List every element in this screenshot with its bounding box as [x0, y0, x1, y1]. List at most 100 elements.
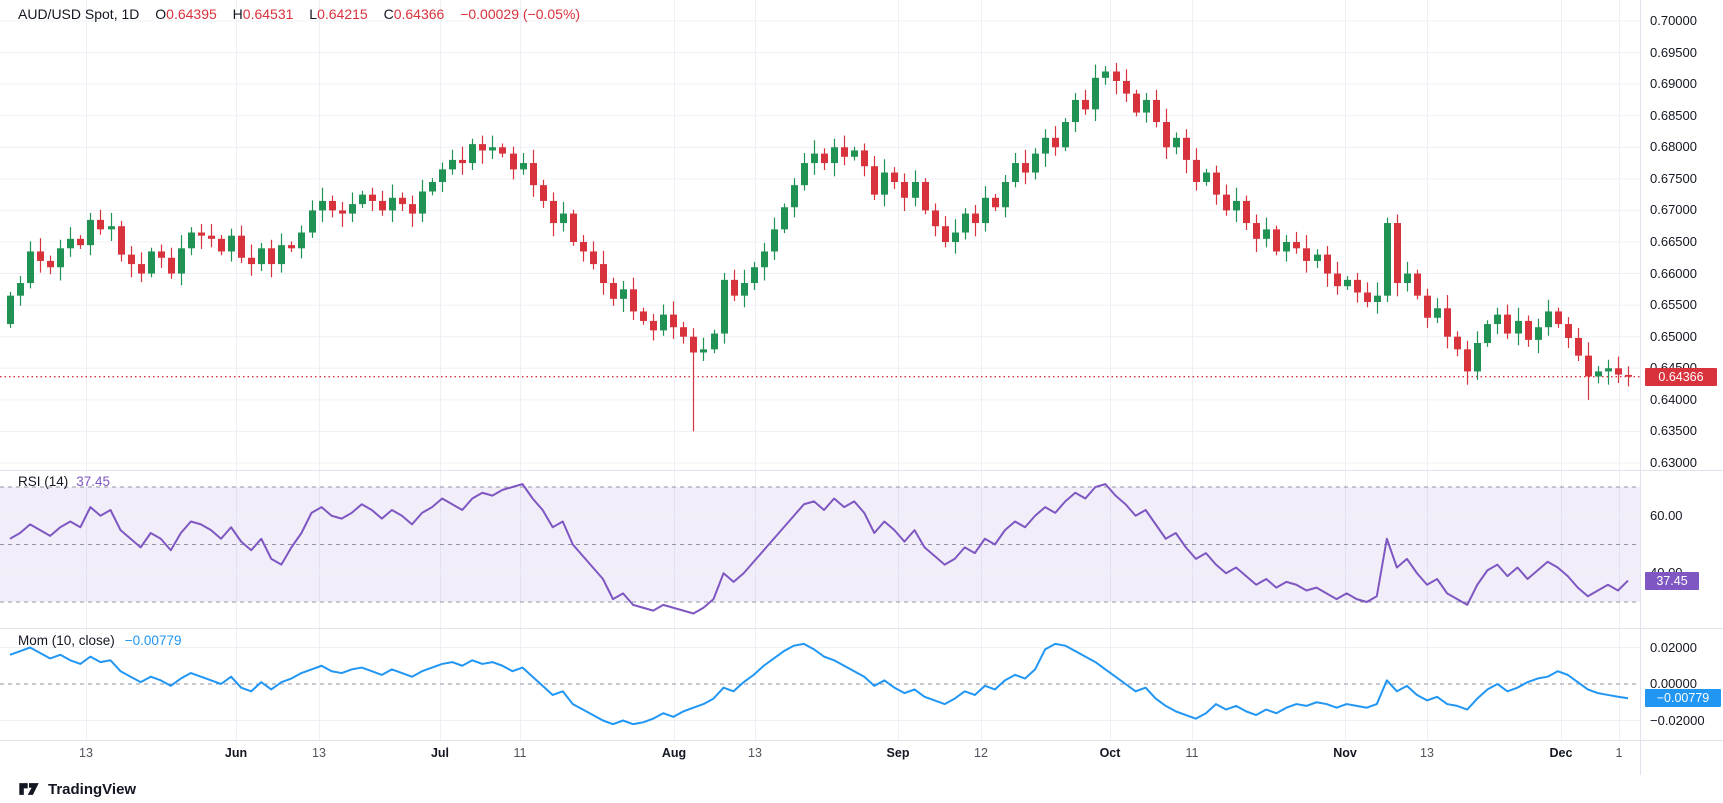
candle-body [972, 213, 979, 224]
candle-body [369, 194, 376, 201]
price-axis-label: 0.63000 [1650, 454, 1697, 470]
candle-body [138, 264, 145, 274]
candle-body [1555, 311, 1562, 325]
symbol-legend[interactable]: AUD/USD Spot, 1D O0.64395 H0.64531 L0.64… [18, 6, 580, 22]
price-axis-label: 0.67000 [1650, 202, 1697, 218]
candle-body [1384, 223, 1391, 296]
candle-body [550, 200, 557, 224]
candle-body [499, 147, 506, 154]
tradingview-brand-text[interactable]: TradingView [48, 780, 137, 798]
candle-body [620, 289, 627, 299]
candle-body [429, 182, 436, 192]
time-tick-day: 1 [1615, 746, 1623, 760]
candle-body [670, 314, 677, 328]
symbol-title: AUD/USD Spot, 1D [18, 6, 140, 22]
time-tick-day: 11 [1185, 746, 1199, 760]
candle-body [520, 163, 527, 170]
candle-body [1625, 374, 1632, 377]
candle-body [801, 163, 808, 186]
candle-body [530, 163, 537, 186]
price-axis-label: 0.68000 [1650, 139, 1697, 155]
candle-body [1243, 200, 1250, 224]
candle-body [228, 235, 235, 252]
price-axis-label: 0.70000 [1650, 13, 1697, 28]
candle-body [922, 182, 929, 211]
candle-body [841, 147, 848, 157]
candle-body [600, 264, 607, 284]
candle-body [871, 166, 878, 195]
candle-body [751, 267, 758, 284]
footer-bar: TradingView [0, 775, 1723, 803]
rsi-line [9, 483, 1629, 615]
candle-body [1324, 254, 1331, 274]
candle-body [1263, 229, 1270, 239]
candle-body [1484, 324, 1491, 344]
tradingview-logo-icon[interactable] [18, 779, 40, 799]
mom-axis-label: 0.02000 [1650, 639, 1697, 655]
candle-body [1585, 355, 1592, 377]
candle-body [479, 144, 486, 151]
time-tick-month: Jun [224, 746, 248, 760]
candle-body [278, 245, 285, 265]
candle-body [580, 241, 587, 252]
candle-body [118, 226, 125, 255]
time-tick-day: 13 [1420, 746, 1434, 760]
candle-body [1012, 163, 1019, 183]
candle-body [158, 251, 165, 258]
candle-body [942, 226, 949, 242]
candle-body [1163, 122, 1170, 148]
mom-legend[interactable]: Mom (10, close) −0.00779 [18, 633, 181, 648]
candle-body [1273, 229, 1280, 252]
time-tick-day: 13 [79, 746, 93, 760]
mom-value: −0.00779 [124, 633, 182, 648]
candle-body [831, 147, 838, 164]
candle-body [1032, 153, 1039, 173]
candle-body [359, 194, 366, 205]
candle-body [690, 336, 697, 353]
candle-body [27, 251, 34, 284]
open-label: O [155, 6, 167, 22]
candle-body [1133, 93, 1140, 113]
candle-body [1233, 200, 1240, 211]
candle-body [1545, 311, 1552, 328]
candle-body [1203, 172, 1210, 183]
price-axis-label: 0.63500 [1650, 423, 1697, 439]
price-axis-label: 0.66000 [1650, 265, 1697, 281]
close-label: C [383, 6, 394, 22]
price-axis-label: 0.66500 [1650, 233, 1697, 249]
candle-body [1062, 122, 1069, 148]
candle-body [1605, 368, 1612, 372]
candle-body [1434, 308, 1441, 318]
price-axis-label: 0.65500 [1650, 297, 1697, 313]
rsi-legend[interactable]: RSI (14) 37.45 [18, 474, 110, 489]
low-value: 0.64215 [317, 6, 368, 22]
candle-body [329, 200, 336, 211]
close-value: 0.64366 [393, 6, 445, 22]
candle-body [912, 182, 919, 198]
candle-body [560, 213, 567, 224]
candle-body [1504, 314, 1511, 334]
change-value: −0.00029 (−0.05%) [460, 6, 581, 22]
mom-label: Mom (10, close) [18, 633, 115, 648]
candle-body [1213, 172, 1220, 195]
candle-body [771, 229, 778, 252]
candle-body [409, 204, 416, 214]
candle-body [510, 153, 517, 170]
candle-body [851, 150, 858, 157]
price-axis-label: 0.65000 [1650, 328, 1697, 344]
candle-body [1253, 223, 1260, 239]
rsi-axis-label: 60.00 [1650, 507, 1683, 523]
mom-axis-label: 0.00000 [1650, 676, 1697, 691]
candle-body [459, 159, 466, 164]
candle-body [178, 248, 185, 274]
candle-body [489, 147, 496, 151]
candle-body [1414, 273, 1421, 296]
candle-body [379, 200, 386, 211]
time-tick-day: 12 [974, 746, 988, 760]
mom-axis-label: −0.02000 [1650, 712, 1705, 728]
candle-body [399, 197, 406, 205]
candle-body [1494, 314, 1501, 325]
candle-body [1082, 99, 1089, 110]
candle-body [1022, 163, 1029, 173]
